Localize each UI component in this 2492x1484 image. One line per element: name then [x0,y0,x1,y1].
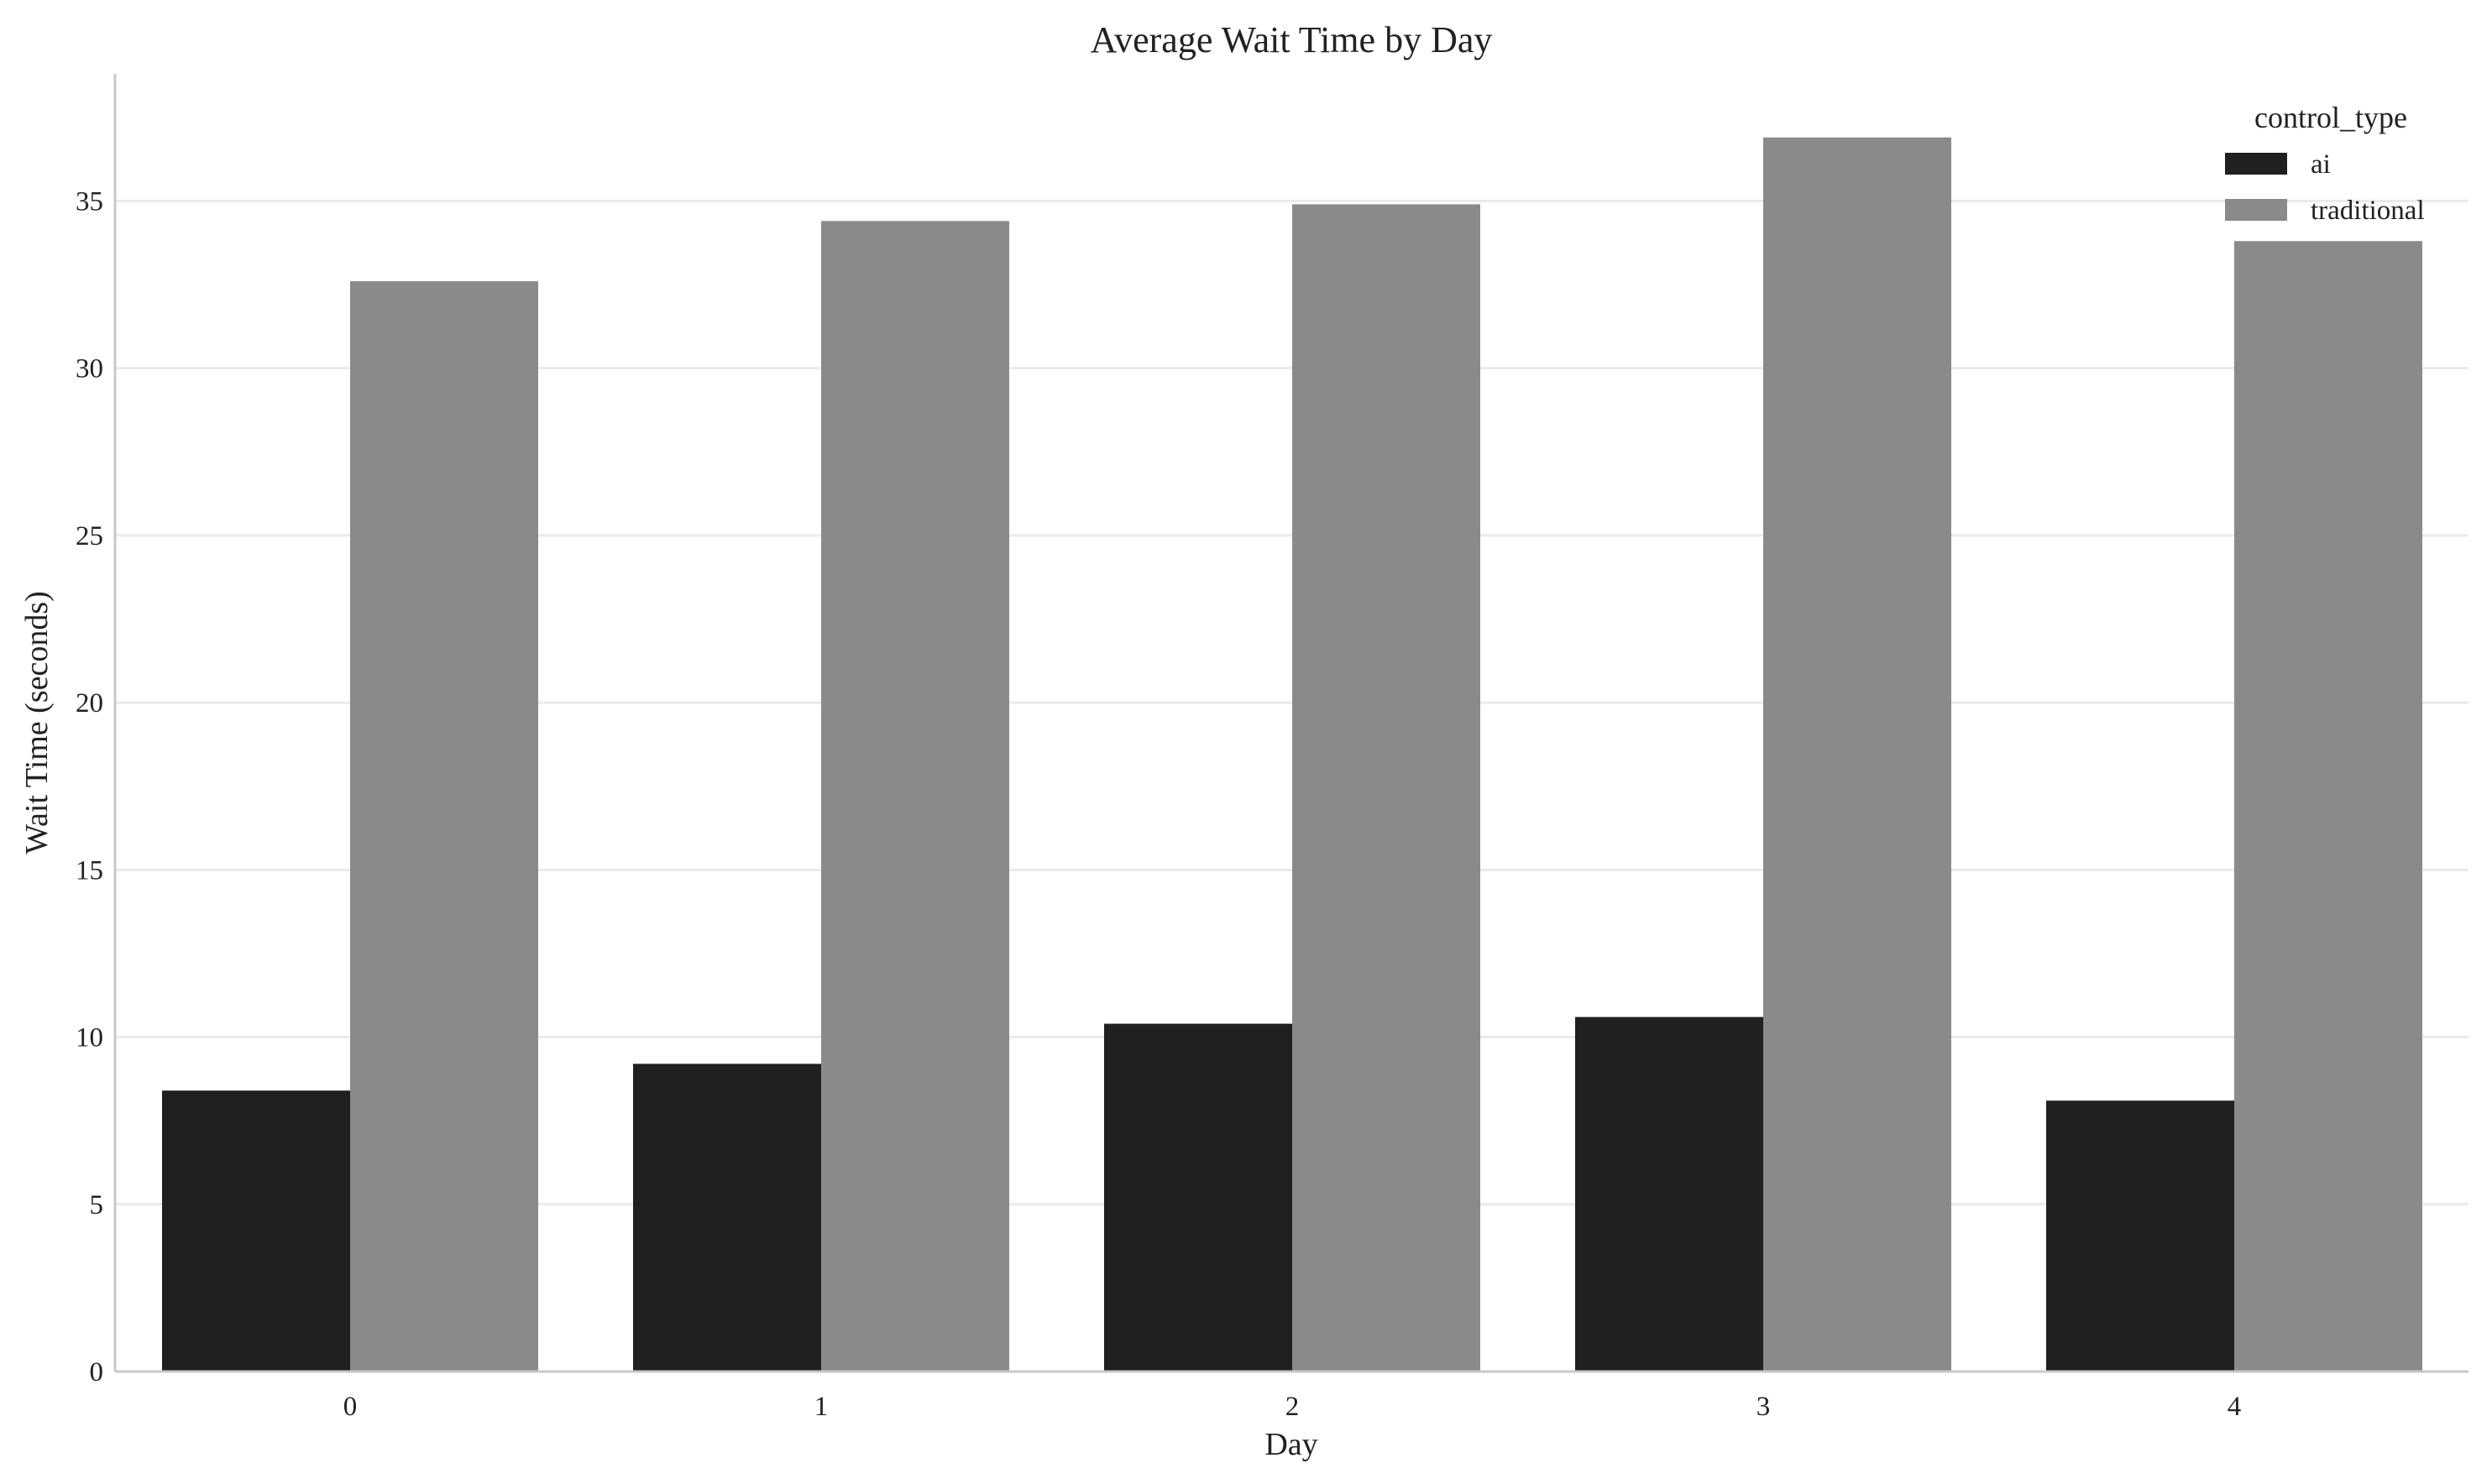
legend-label-ai: ai [2311,149,2331,180]
bar-ai-day-0 [162,1090,350,1372]
x-tick-labels: 0 1 2 3 4 [343,1392,2242,1422]
legend-title: control_type [2254,101,2407,134]
y-tick-label: 10 [76,1023,103,1053]
legend-label-traditional: traditional [2311,196,2425,226]
bar-traditional-day-0 [350,281,538,1372]
axes [113,74,2468,1373]
bar-ai-day-1 [633,1063,821,1372]
x-tick-label: 0 [343,1392,358,1422]
bar-ai-day-3 [1575,1016,1763,1372]
legend-swatch-traditional [2225,199,2287,221]
bar-ai-day-2 [1104,1023,1292,1372]
bar-traditional-day-1 [821,221,1009,1372]
bar-traditional-day-4 [2234,241,2422,1372]
y-tick-label: 35 [76,186,103,217]
bar-traditional-day-3 [1763,137,1951,1372]
y-axis-label: Wait Time (seconds) [19,591,55,854]
y-tick-label: 25 [76,521,103,551]
y-tick-labels: 0 5 10 15 20 25 30 35 [76,186,103,1387]
legend: control_type ai traditional [2225,101,2425,226]
y-tick-label: 20 [76,688,103,718]
bars [162,137,2422,1372]
y-tick-label: 15 [76,855,103,886]
y-tick-label: 30 [76,354,103,384]
x-tick-label: 3 [1756,1392,1771,1422]
legend-swatch-ai [2225,153,2287,175]
x-tick-label: 2 [1285,1392,1300,1422]
x-tick-label: 4 [2228,1392,2242,1422]
chart-title: Average Wait Time by Day [1091,19,1493,60]
y-tick-label: 0 [90,1357,104,1387]
y-tick-label: 5 [90,1190,104,1220]
x-tick-label: 1 [814,1392,829,1422]
x-axis-label: Day [1264,1427,1317,1462]
bar-traditional-day-2 [1292,204,1480,1372]
bar-ai-day-4 [2046,1100,2234,1372]
